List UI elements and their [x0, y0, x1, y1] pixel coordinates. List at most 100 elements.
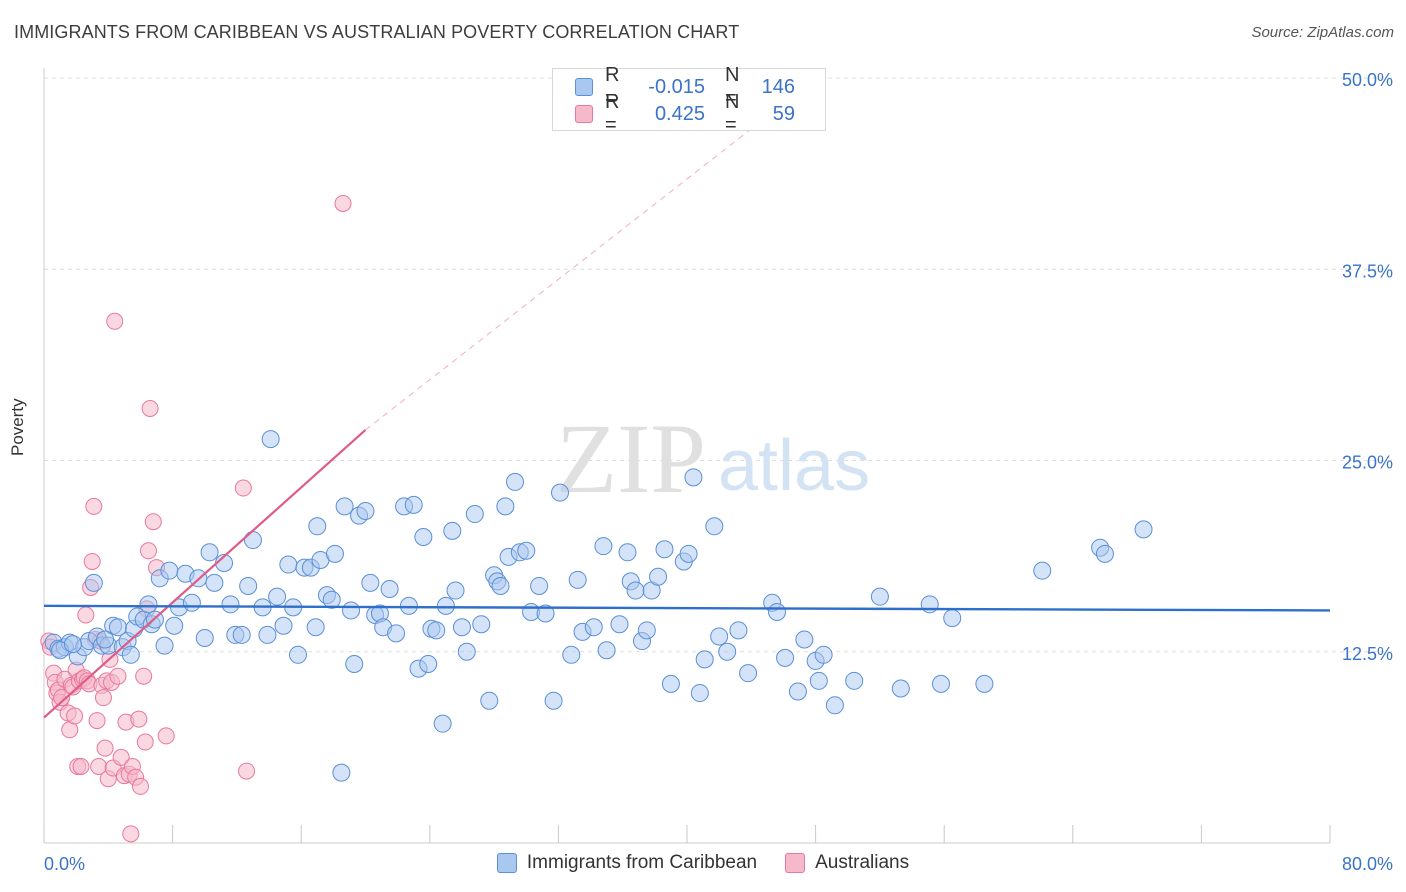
- caribbean-point: [288, 645, 307, 664]
- caribbean-point: [465, 505, 484, 524]
- legend-swatch-blue: [496, 853, 517, 873]
- caribbean-point: [96, 630, 115, 649]
- caribbean-point: [530, 576, 549, 595]
- legend-swatch-blue: [575, 78, 593, 96]
- caribbean-point: [536, 604, 555, 623]
- caribbean-point: [436, 596, 455, 615]
- caribbean-point: [306, 618, 325, 637]
- caribbean-point: [342, 601, 361, 620]
- caribbean-point: [457, 642, 476, 661]
- caribbean-point: [597, 641, 616, 660]
- caribbean-point: [446, 581, 465, 600]
- caribbean-point: [729, 621, 748, 640]
- caribbean-point: [155, 636, 174, 655]
- australians-points: [40, 194, 352, 843]
- caribbean-point: [845, 671, 864, 690]
- australians-point: [234, 479, 252, 497]
- caribbean-point: [814, 645, 833, 664]
- caribbean-point: [1033, 561, 1052, 580]
- australians-point: [130, 710, 148, 728]
- legend-n-value: 146: [761, 75, 795, 98]
- australians-point: [109, 667, 127, 685]
- series-legend: Immigrants from Caribbean Australians: [0, 852, 1406, 874]
- legend-row-australians: R = 0.425 N = 59: [575, 91, 795, 136]
- australians-point: [135, 667, 153, 685]
- australians-point: [122, 825, 140, 843]
- y-tick-label: 12.5%: [1342, 644, 1393, 664]
- caribbean-point: [160, 561, 179, 580]
- caribbean-point: [517, 541, 536, 560]
- y-tick-label: 25.0%: [1342, 453, 1393, 473]
- legend-n-label: N =: [725, 91, 740, 136]
- legend-r-value: -0.015: [648, 75, 705, 98]
- caribbean-point: [332, 763, 351, 782]
- caribbean-point: [356, 501, 375, 520]
- caribbean-point: [1095, 544, 1114, 563]
- caribbean-point: [480, 691, 499, 710]
- legend-r-label: R =: [605, 91, 620, 136]
- legend-label-australians: Australians: [815, 852, 910, 873]
- caribbean-point: [975, 674, 994, 693]
- axes: [43, 68, 1331, 844]
- chart-title: IMMIGRANTS FROM CARIBBEAN VS AUSTRALIAN …: [14, 22, 740, 42]
- caribbean-point: [718, 642, 737, 661]
- australians-point: [139, 542, 157, 560]
- caribbean-point: [637, 621, 656, 640]
- caribbean-point: [308, 517, 327, 536]
- legend-item-australians: Australians: [785, 852, 909, 874]
- caribbean-point: [200, 543, 219, 562]
- caribbean-point: [594, 537, 613, 556]
- caribbean-point: [795, 630, 814, 649]
- legend-item-caribbean: Immigrants from Caribbean: [496, 852, 757, 874]
- caribbean-point: [399, 596, 418, 615]
- caribbean-point: [182, 593, 201, 612]
- caribbean-point: [931, 674, 950, 693]
- caribbean-point: [322, 590, 341, 609]
- caribbean-point: [205, 573, 224, 592]
- caribbean-point: [121, 645, 140, 664]
- caribbean-point: [452, 618, 471, 637]
- caribbean-point: [544, 691, 563, 710]
- legend-row-caribbean: R = -0.015 N = 146: [575, 64, 795, 109]
- caribbean-point: [243, 531, 262, 550]
- caribbean-point: [825, 696, 844, 715]
- australians-point: [66, 707, 84, 725]
- caribbean-point: [870, 587, 889, 606]
- legend-swatch-pink: [575, 105, 593, 123]
- caribbean-point: [279, 555, 298, 574]
- caribbean-point: [361, 573, 380, 592]
- caribbean-point: [943, 609, 962, 628]
- caribbean-point: [387, 624, 406, 643]
- x-tick-label: 80.0%: [1342, 854, 1393, 874]
- caribbean-point: [239, 576, 258, 595]
- caribbean-point: [505, 472, 524, 491]
- tick-labels: 12.5% 25.0% 37.5% 50.0% 0.0% 80.0%: [44, 70, 1393, 874]
- caribbean-point: [84, 573, 103, 592]
- australians-point: [144, 513, 162, 531]
- caribbean-point: [661, 674, 680, 693]
- legend-swatch-pink: [785, 853, 806, 873]
- caribbean-point: [695, 650, 714, 669]
- caribbean-point: [232, 625, 251, 644]
- caribbean-point: [788, 682, 807, 701]
- australians-trend-extension: [365, 115, 768, 431]
- caribbean-point: [618, 543, 637, 562]
- legend-n-label: N =: [725, 64, 740, 109]
- caribbean-point: [63, 635, 82, 654]
- australians-point: [106, 312, 124, 330]
- caribbean-point: [739, 664, 758, 683]
- caribbean-point: [684, 468, 703, 487]
- caribbean-point: [584, 618, 603, 637]
- caribbean-point: [345, 654, 364, 673]
- caribbean-point: [433, 714, 452, 733]
- caribbean-point: [710, 627, 729, 646]
- caribbean-point: [335, 497, 354, 516]
- x-tick-label: 0.0%: [44, 854, 85, 874]
- y-axis-label: Poverty: [8, 398, 27, 456]
- australians-point: [83, 552, 101, 570]
- y-tick-label: 50.0%: [1342, 70, 1393, 90]
- watermark: ZIP atlas: [556, 403, 870, 514]
- caribbean-point: [472, 615, 491, 634]
- australians-point: [96, 739, 114, 757]
- caribbean-point: [655, 540, 674, 559]
